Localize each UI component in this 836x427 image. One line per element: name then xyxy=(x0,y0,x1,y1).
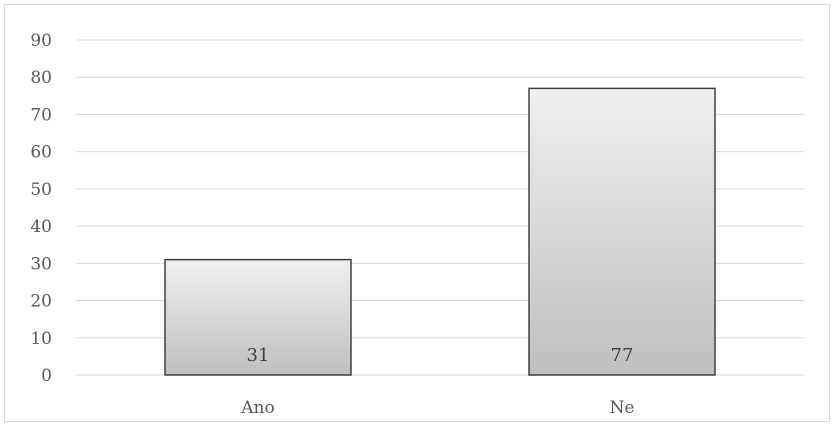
x-axis-labels: Ano Ne xyxy=(240,398,634,418)
y-tick-label: 30 xyxy=(30,254,52,274)
y-tick-label: 70 xyxy=(30,105,52,125)
y-tick-label: 10 xyxy=(30,329,52,349)
y-tick-label: 20 xyxy=(30,292,52,312)
x-category-label: Ne xyxy=(610,398,635,418)
y-tick-label: 60 xyxy=(30,143,52,163)
data-label-ano: 31 xyxy=(247,345,270,366)
data-label-ne: 77 xyxy=(611,345,634,366)
x-category-label: Ano xyxy=(240,398,274,418)
bar-ne xyxy=(528,87,716,376)
y-tick-label: 90 xyxy=(30,31,52,51)
bars: 31 77 xyxy=(164,87,716,376)
y-tick-label: 80 xyxy=(30,68,52,88)
y-tick-label: 0 xyxy=(41,366,52,386)
y-axis-ticks: 0 10 20 30 40 50 60 70 80 90 xyxy=(30,31,52,386)
bar-ano xyxy=(164,258,352,376)
y-tick-label: 40 xyxy=(30,217,52,237)
y-tick-label: 50 xyxy=(30,180,52,200)
